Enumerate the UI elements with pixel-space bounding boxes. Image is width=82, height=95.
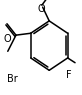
Text: O: O (4, 34, 11, 44)
Text: Br: Br (7, 74, 18, 84)
Text: O: O (38, 4, 45, 14)
Text: F: F (67, 70, 72, 80)
